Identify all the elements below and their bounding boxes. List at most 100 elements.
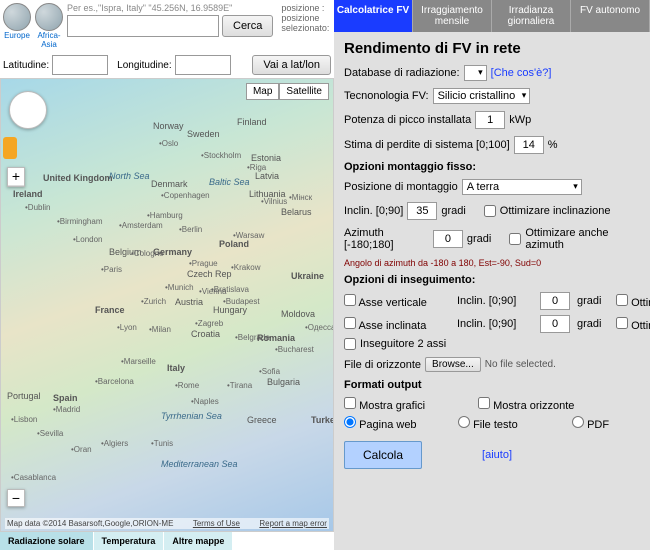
incl-input[interactable] — [407, 202, 437, 220]
map-city-label: •Одесса — [305, 323, 334, 332]
map-city-label: •Warsaw — [233, 231, 264, 240]
map-country-label: United Kingdom — [43, 173, 113, 183]
peak-input[interactable] — [475, 111, 505, 129]
map-city-label: •Copenhagen — [161, 191, 210, 200]
search-button[interactable]: Cerca — [222, 15, 273, 37]
map-city-label: •Tunis — [151, 439, 173, 448]
map-country-label: Ireland — [13, 189, 43, 199]
db-label: Database di radiazione: — [344, 67, 460, 79]
map-country-label: Spain — [53, 393, 78, 403]
map-city-label: •Algiers — [101, 439, 128, 448]
track-2axis-checkbox[interactable] — [344, 338, 356, 350]
map-country-label: Germany — [153, 247, 192, 257]
loss-input[interactable] — [514, 136, 544, 154]
track2-incl-input[interactable] — [540, 315, 570, 333]
map[interactable]: Map Satellite + − Map data ©2014 Basarso… — [0, 78, 334, 532]
globe-europe[interactable]: Europe — [3, 3, 31, 40]
tab-temperature[interactable]: Temperatura — [94, 532, 165, 550]
map-city-label: •Amsterdam — [119, 221, 163, 230]
lon-input[interactable] — [175, 55, 231, 75]
search-hint: Per es.,"Ispra, Italy" "45.256N, 16.9589… — [67, 3, 273, 13]
db-help-link[interactable]: [Che cos'è?] — [491, 67, 552, 79]
opt-az-checkbox[interactable] — [509, 233, 521, 245]
map-city-label: •Мінск — [289, 193, 312, 202]
map-city-label: •Krakow — [231, 263, 260, 272]
map-city-label: •Barcelona — [95, 377, 134, 386]
globe-africa-asia[interactable]: Africa-Asia — [35, 3, 63, 49]
map-country-label: France — [95, 305, 125, 315]
az-label: Azimuth [-180;180] — [344, 227, 429, 251]
browse-button[interactable]: Browse... — [425, 357, 481, 372]
map-city-label: •Sevilla — [37, 429, 63, 438]
map-country-label: Bulgaria — [267, 377, 300, 387]
map-city-label: •Lyon — [117, 323, 137, 332]
opt-incl-checkbox[interactable] — [484, 205, 496, 217]
out-charts-checkbox[interactable] — [344, 397, 356, 409]
map-city-label: •Bratislava — [211, 285, 249, 294]
map-city-label: •Budapest — [223, 297, 260, 306]
position-selected-label: posizione selezionato: — [281, 13, 331, 33]
map-type-satellite[interactable]: Satellite — [279, 83, 329, 100]
track1-incl-input[interactable] — [540, 292, 570, 310]
tab-autonomous[interactable]: FV autonomo — [571, 0, 650, 32]
out-horizon-checkbox[interactable] — [478, 397, 490, 409]
map-city-label: •Vilnius — [261, 197, 287, 206]
peak-unit: kWp — [509, 114, 531, 126]
opt-incl-label: Ottimizare inclinazione — [500, 205, 611, 217]
map-city-label: •Cologne — [131, 249, 164, 258]
track1-opt-checkbox[interactable] — [616, 294, 628, 306]
map-city-label: •Riga — [247, 163, 266, 172]
position-label: posizione : — [281, 3, 331, 13]
lat-input[interactable] — [52, 55, 108, 75]
track2-opt-checkbox[interactable] — [616, 317, 628, 329]
output-head: Formati output — [344, 379, 640, 391]
tech-select[interactable]: Silicio cristallino — [433, 88, 531, 104]
out-pdf-radio[interactable] — [572, 416, 584, 428]
map-city-label: •Zagreb — [195, 319, 223, 328]
map-type-map[interactable]: Map — [246, 83, 279, 100]
tab-radiation[interactable]: Radiazione solare — [0, 532, 94, 550]
tech-label: Tecnonologia FV: — [344, 90, 429, 102]
map-country-label: Croatia — [191, 329, 220, 339]
map-country-label: Portugal — [7, 391, 41, 401]
out-text-radio[interactable] — [458, 416, 470, 428]
map-country-label: Ukraine — [291, 271, 324, 281]
track-vertical-checkbox[interactable] — [344, 294, 356, 306]
az-input[interactable] — [433, 230, 463, 248]
az-note: Angolo di azimuth da -180 a 180, Est=-90… — [344, 258, 640, 268]
map-city-label: •Madrid — [53, 405, 80, 414]
tab-other-maps[interactable]: Altre mappe — [164, 532, 233, 550]
map-compass[interactable] — [9, 91, 47, 129]
map-city-label: •Paris — [101, 265, 122, 274]
map-country-label: Turkey — [311, 415, 334, 425]
terms-link[interactable]: Terms of Use — [193, 519, 240, 528]
lon-label: Longitudine: — [117, 60, 172, 71]
map-city-label: •Marseille — [121, 357, 156, 366]
map-city-label: •Berlin — [179, 225, 202, 234]
out-web-radio[interactable] — [344, 416, 356, 428]
help-link[interactable]: [aiuto] — [482, 449, 512, 461]
map-city-label: •Prague — [189, 259, 218, 268]
tab-daily[interactable]: Irradianza giornaliera — [492, 0, 571, 32]
search-input[interactable] — [67, 15, 219, 37]
calculate-button[interactable]: Calcola — [344, 441, 422, 469]
map-country-label: Austria — [175, 297, 203, 307]
map-city-label: •Munich — [165, 283, 194, 292]
map-city-label: •Milan — [149, 325, 171, 334]
map-country-label: Hungary — [213, 305, 247, 315]
horizon-label: File di orizzonte — [344, 359, 421, 371]
track-inclined-checkbox[interactable] — [344, 317, 356, 329]
mount-select[interactable]: A terra — [462, 179, 582, 195]
track-head: Opzioni di inseguimento: — [344, 274, 640, 286]
tab-monthly[interactable]: Irraggiamento mensile — [413, 0, 492, 32]
zoom-in-button[interactable]: + — [8, 168, 24, 186]
tab-fv-calc[interactable]: Calcolatrice FV — [334, 0, 413, 32]
pegman-icon[interactable] — [3, 137, 17, 159]
report-error-link[interactable]: Report a map error — [259, 519, 327, 528]
map-country-label: Estonia — [251, 153, 281, 163]
db-select[interactable] — [464, 65, 487, 81]
go-latlon-button[interactable]: Vai a lat/lon — [252, 55, 331, 75]
form-title: Rendimento di FV in rete — [344, 40, 640, 57]
zoom-out-button[interactable]: − — [7, 489, 25, 507]
map-city-label: •Casablanca — [11, 473, 56, 482]
